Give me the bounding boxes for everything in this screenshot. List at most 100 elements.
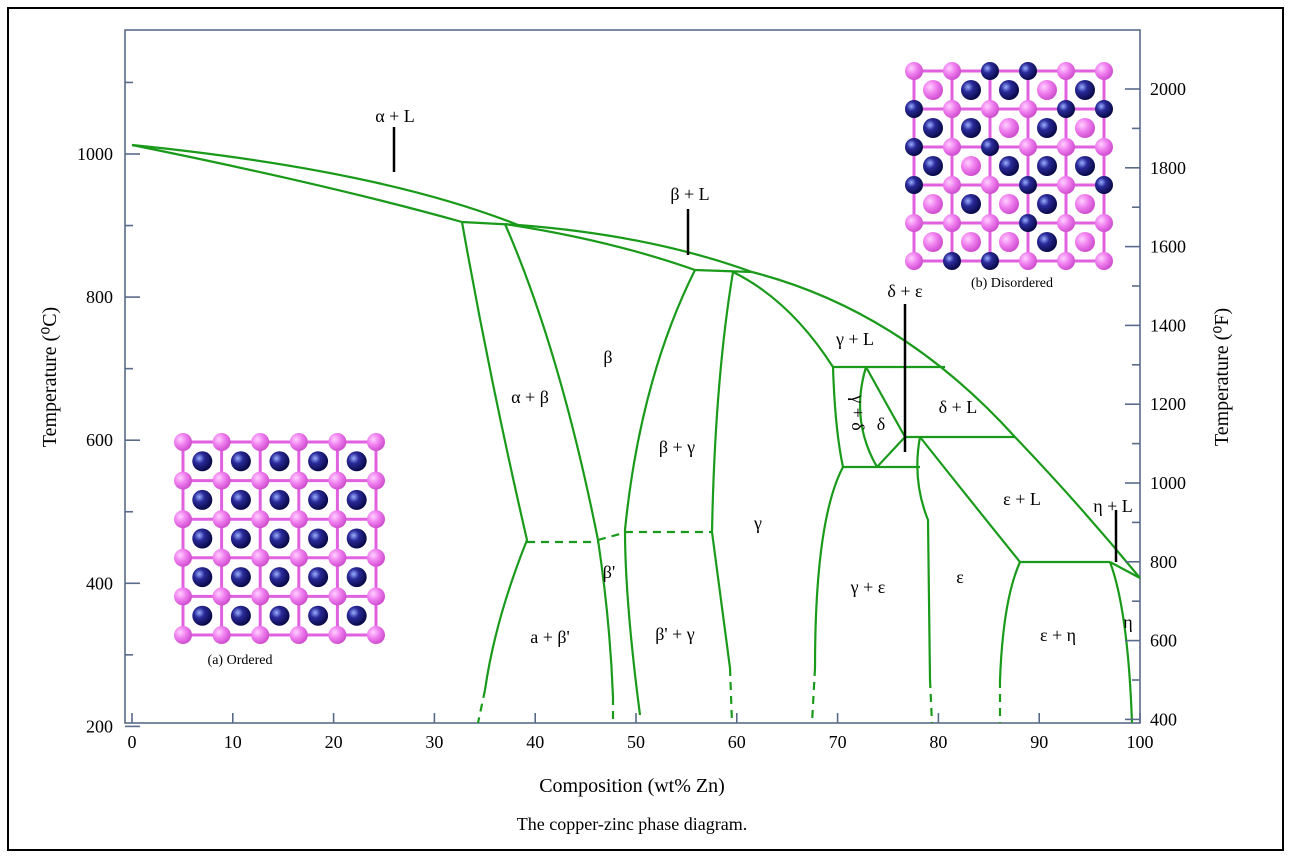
y-tick-label: 800 <box>86 287 113 307</box>
x-tick-label: 100 <box>1127 732 1154 752</box>
solidus <box>131 143 463 224</box>
solidus <box>732 271 834 368</box>
atom <box>192 528 213 549</box>
x-tick-label: 10 <box>224 732 242 752</box>
plot-frame <box>124 29 1141 724</box>
atom <box>367 433 385 451</box>
atom <box>905 138 923 156</box>
atom <box>1095 176 1113 194</box>
gamma-epsilon-boundary <box>810 667 817 724</box>
atom <box>328 510 347 529</box>
atom <box>1057 214 1075 232</box>
atom <box>1095 100 1113 118</box>
atom <box>1095 214 1113 232</box>
atom <box>308 528 329 549</box>
atom <box>230 489 251 510</box>
y2-tick-label: 1400 <box>1150 315 1186 335</box>
phase-label: a + β' <box>530 627 570 647</box>
atom <box>251 471 270 490</box>
atom <box>905 252 923 270</box>
atom <box>1075 80 1095 100</box>
atom <box>1095 62 1113 80</box>
atom <box>1075 194 1095 214</box>
atom <box>1037 194 1057 214</box>
gamma-boundary <box>728 667 734 724</box>
liquidus <box>751 270 1141 579</box>
atom <box>905 100 923 118</box>
atom <box>251 548 270 567</box>
atom <box>346 451 367 472</box>
y2-tick-label: 2000 <box>1150 79 1186 99</box>
atom <box>367 626 385 644</box>
atom <box>192 451 213 472</box>
phase-label: γ + L <box>835 329 874 349</box>
atom <box>1019 214 1037 232</box>
solidus <box>504 222 696 272</box>
x-tick-label: 60 <box>728 732 746 752</box>
y-tick-label: 400 <box>86 573 113 593</box>
y-axis-label: Temperature (⁰C) <box>39 307 61 447</box>
atom <box>328 433 347 451</box>
phase-label: η <box>1123 612 1132 632</box>
gamma-boundary <box>831 366 845 468</box>
atom <box>346 567 367 588</box>
phase-label: γ <box>753 513 762 533</box>
phase-label: α + β <box>511 387 549 407</box>
atom <box>999 80 1019 100</box>
y2-tick-label: 1600 <box>1150 237 1186 257</box>
atom <box>1019 252 1037 270</box>
atom <box>174 510 192 529</box>
atom <box>212 626 231 644</box>
atom <box>174 626 192 644</box>
atom <box>1037 156 1057 176</box>
atom <box>981 176 999 194</box>
eta-boundary <box>1108 561 1141 724</box>
x-tick-label: 80 <box>929 732 947 752</box>
atom <box>328 471 347 490</box>
atom <box>230 567 251 588</box>
y2-axis-label: Temperature (⁰F) <box>1211 308 1233 446</box>
atom <box>289 471 308 490</box>
atom <box>905 214 923 232</box>
atom <box>308 567 329 588</box>
x-axis-label: Composition (wt% Zn) <box>539 775 725 797</box>
atom <box>174 548 192 567</box>
atom <box>1057 62 1075 80</box>
atom <box>981 252 999 270</box>
atom <box>367 471 385 490</box>
atom <box>230 528 251 549</box>
atom <box>346 528 367 549</box>
atom <box>981 214 999 232</box>
y-tick-label: 1000 <box>77 144 113 164</box>
atom <box>999 156 1019 176</box>
atom <box>328 626 347 644</box>
atom <box>1057 176 1075 194</box>
atom <box>943 176 961 194</box>
liquidus <box>131 143 519 227</box>
atom <box>192 605 213 626</box>
atom <box>174 433 192 451</box>
atom <box>943 100 961 118</box>
atom <box>308 451 329 472</box>
epsilon-boundary <box>928 679 934 724</box>
atom <box>269 567 290 588</box>
atom <box>943 138 961 156</box>
caption: The copper-zinc phase diagram. <box>517 814 748 834</box>
atom <box>943 214 961 232</box>
atom <box>269 605 290 626</box>
atom <box>367 548 385 567</box>
phase-boundaries <box>131 143 1141 724</box>
phase-label: δ + ε <box>887 281 923 301</box>
atom <box>289 433 308 451</box>
atom <box>1037 118 1057 138</box>
phase-label: ε <box>956 567 964 587</box>
atom <box>923 118 943 138</box>
beta-boundary <box>503 223 615 698</box>
atom <box>943 252 961 270</box>
atom <box>999 232 1019 252</box>
phase-label: β <box>603 347 612 367</box>
liquidus <box>517 223 753 274</box>
atom <box>923 156 943 176</box>
